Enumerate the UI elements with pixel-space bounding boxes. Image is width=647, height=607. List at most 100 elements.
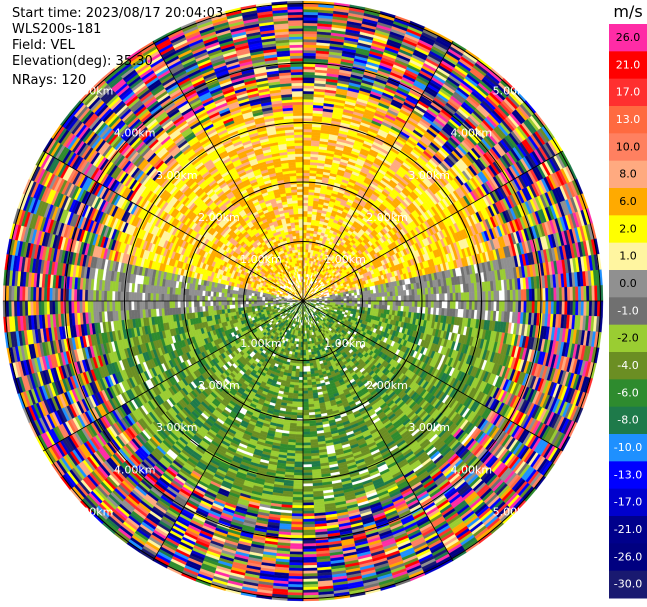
range-gate (482, 291, 486, 302)
range-gate (302, 104, 314, 108)
range-gate (335, 297, 339, 300)
range-gate (302, 77, 315, 81)
range-gate (392, 295, 396, 302)
range-gate (403, 300, 407, 307)
range-gate (302, 194, 309, 198)
range-gate (414, 294, 418, 302)
range-gate (351, 298, 355, 302)
range-gate (367, 293, 372, 298)
range-gate (302, 96, 314, 100)
range-gate (302, 164, 311, 168)
range-gate (302, 126, 313, 130)
range-gate (370, 300, 375, 305)
range-gate (354, 297, 358, 302)
range-gate (477, 300, 481, 311)
range-gate (332, 297, 336, 300)
range-gate (302, 219, 308, 223)
range-gate (362, 297, 366, 302)
range-gate (496, 290, 500, 302)
range-gate (466, 292, 470, 302)
range-gate (452, 300, 456, 310)
range-gate (389, 296, 394, 302)
range-gate (338, 296, 342, 300)
range-gate (567, 300, 571, 316)
range-gate (523, 289, 527, 302)
range-gate (439, 300, 443, 309)
range-gate (531, 300, 535, 314)
range-gate (444, 300, 448, 309)
range-gate (468, 300, 473, 311)
range-gate (307, 216, 313, 220)
range-gate (455, 300, 459, 310)
range-gate (302, 82, 315, 86)
range-gate (302, 205, 309, 209)
range-gate (305, 246, 309, 250)
range-gate (485, 291, 489, 302)
range-gate (302, 44, 317, 48)
range-gate (507, 289, 511, 302)
range-gate (389, 291, 394, 297)
range-gate (386, 291, 391, 297)
range-gate (518, 300, 522, 313)
range-gate (357, 303, 361, 308)
range-gate (373, 293, 377, 298)
range-gate (302, 109, 314, 114)
range-gate (509, 300, 514, 313)
range-gate (302, 137, 312, 141)
range-gate (384, 300, 388, 306)
range-gate (384, 291, 388, 297)
range-gate (345, 293, 350, 297)
range-gate (302, 129, 313, 133)
range-gate (547, 287, 552, 302)
range-gate (422, 300, 426, 308)
range-gate (436, 293, 440, 302)
range-gate (302, 99, 314, 103)
range-gate (365, 297, 369, 302)
range-gate (550, 287, 555, 302)
range-gate (305, 249, 309, 253)
range-gate (302, 235, 307, 239)
range-gate (493, 290, 497, 302)
range-gate (302, 101, 314, 106)
range-gate (392, 300, 396, 307)
range-gate (302, 167, 311, 171)
range-gate (567, 286, 571, 302)
range-gate (302, 189, 310, 193)
range-gate (515, 289, 519, 302)
range-gate (379, 300, 383, 306)
range-gate (305, 238, 310, 242)
range-gate (395, 300, 399, 307)
range-gate (348, 295, 353, 299)
range-gate (370, 297, 375, 302)
range-gate (302, 153, 311, 157)
range-gate (302, 227, 308, 231)
range-gate (526, 300, 530, 314)
range-gate (515, 300, 519, 313)
range-gate (302, 238, 307, 242)
range-gate (518, 289, 522, 302)
range-gate (370, 293, 374, 298)
range-gate (417, 300, 421, 308)
range-gate (520, 289, 525, 302)
range-gate (302, 199, 309, 204)
range-gate (302, 221, 308, 225)
range-gate (302, 243, 307, 247)
range-gate (545, 300, 549, 315)
range-gate (444, 293, 448, 302)
range-gate (406, 295, 410, 302)
range-gate (520, 300, 525, 313)
range-gate (553, 287, 557, 302)
range-gate (458, 292, 462, 302)
range-gate (504, 290, 508, 302)
range-gate (384, 305, 388, 311)
range-gate (307, 213, 313, 218)
range-gate (302, 131, 313, 136)
range-gate (302, 202, 309, 206)
range-gate (362, 300, 366, 305)
range-gate (302, 58, 316, 62)
range-gate (302, 249, 306, 253)
range-gate (351, 303, 355, 307)
range-gate (409, 300, 413, 307)
range-gate (547, 300, 552, 315)
